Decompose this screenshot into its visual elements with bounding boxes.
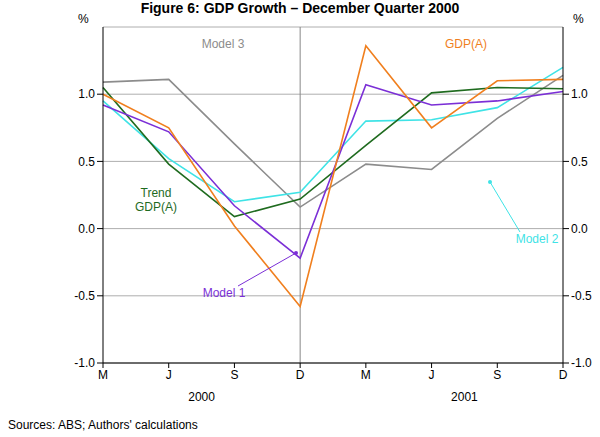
svg-text:D: D [296, 368, 305, 382]
html-text:Figure 6: GDP Growth – Decembe: Figure 6: GDP Growth – December Quarter … [140, 0, 460, 16]
svg-text:-1.0: -1.0 [571, 356, 592, 370]
html-text:2001: 2001 [451, 390, 478, 404]
svg-text:S: S [230, 368, 238, 382]
svg-text:0.0: 0.0 [78, 222, 95, 236]
html-text:Trend GDP(A): Trend GDP(A) [135, 186, 177, 214]
svg-text:1.0: 1.0 [571, 87, 588, 101]
html-text:2000: 2000 [188, 390, 215, 404]
html-text:Model 1: Model 1 [202, 286, 246, 300]
svg-text:S: S [493, 368, 501, 382]
svg-text:J: J [429, 368, 435, 382]
html-text:Model 3: Model 3 [201, 37, 245, 51]
svg-text:J: J [166, 368, 172, 382]
svg-text:-0.5: -0.5 [74, 289, 95, 303]
svg-text:-1.0: -1.0 [74, 356, 95, 370]
html-text:Sources: ABS; Authors' calcula: Sources: ABS; Authors' calculations [8, 418, 198, 432]
html-text:Model 2: Model 2 [515, 232, 559, 246]
svg-text:0.0: 0.0 [571, 222, 588, 236]
svg-text:D: D [559, 368, 568, 382]
html-text:GDP(A): GDP(A) [445, 37, 487, 51]
svg-text:1.0: 1.0 [78, 87, 95, 101]
svg-text:0.5: 0.5 [571, 155, 588, 169]
svg-text:M: M [361, 368, 371, 382]
svg-text:M: M [98, 368, 108, 382]
svg-text:-0.5: -0.5 [571, 289, 592, 303]
svg-text:0.5: 0.5 [78, 155, 95, 169]
